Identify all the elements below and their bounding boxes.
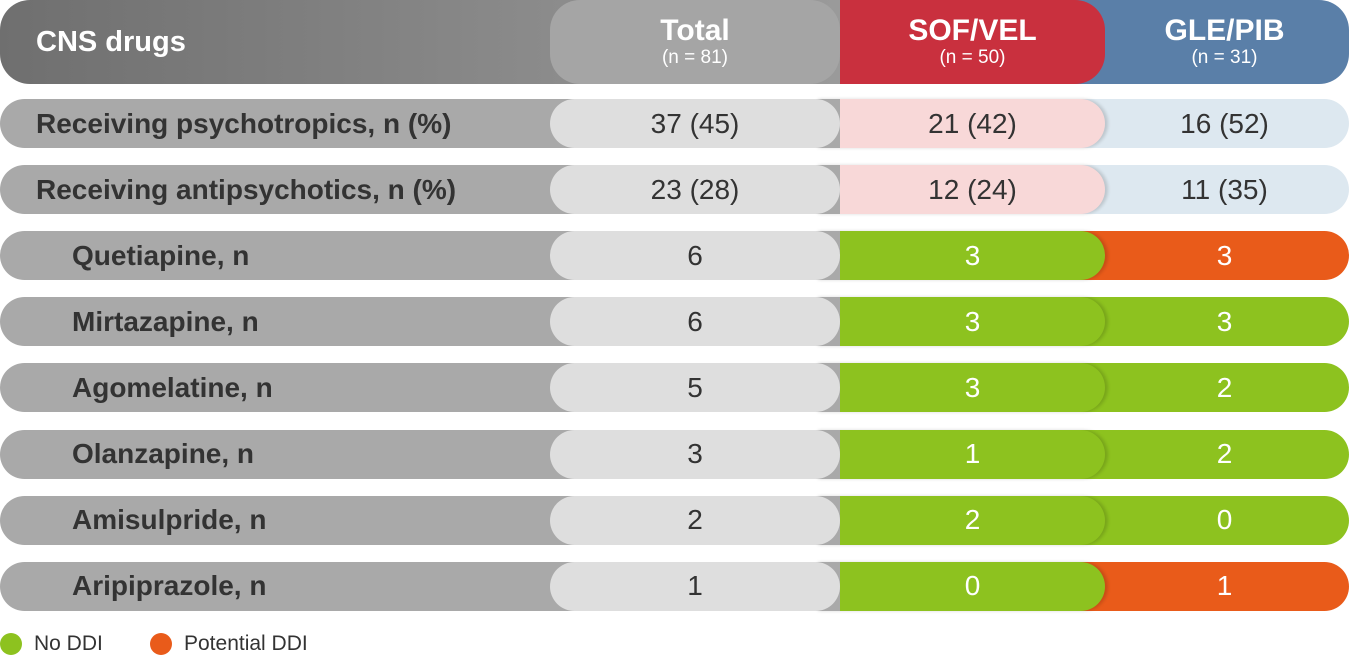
cell-text: 2 bbox=[1216, 438, 1233, 469]
row-label: Receiving antipsychotics, n (%) bbox=[36, 173, 457, 205]
header-cell: GLE/PIB (n = 31) bbox=[1075, 0, 1349, 84]
value-cell: 11 (35) bbox=[1075, 165, 1349, 215]
legend-label: Potential DDI bbox=[184, 632, 308, 655]
value-cell: 16 (52) bbox=[1075, 99, 1349, 148]
row-label: Aripiprazole, n bbox=[72, 570, 267, 602]
cell-text: 1 bbox=[1216, 570, 1233, 602]
cell-text: 1 bbox=[964, 438, 981, 469]
value-cell: 2 bbox=[550, 495, 840, 545]
column-title: GLE/PIB bbox=[1164, 14, 1285, 47]
value-cell: 3 bbox=[1075, 231, 1349, 281]
header-cell: Total (n = 81) bbox=[550, 0, 840, 84]
header-cell: SOF/VEL (n = 50) bbox=[815, 0, 1105, 84]
column-n: (n = 50) bbox=[939, 47, 1006, 68]
cell-text: 23 (28) bbox=[650, 173, 740, 205]
row-label: Quetiapine, n bbox=[72, 239, 250, 271]
column-title: SOF/VEL bbox=[908, 14, 1037, 47]
cell-text: 11 (35) bbox=[1181, 173, 1268, 205]
value-cell: 5 bbox=[550, 363, 840, 413]
value-cell: 1 bbox=[815, 429, 1105, 479]
legend-label: No DDI bbox=[34, 632, 103, 655]
value-cell: 3 bbox=[550, 429, 840, 479]
cell-text: 12 (24) bbox=[928, 173, 1017, 205]
value-cell: 21 (42) bbox=[815, 99, 1105, 148]
cell-text: 3 bbox=[1216, 305, 1233, 337]
cell-text: 21 (42) bbox=[928, 107, 1017, 139]
cell-text: 3 bbox=[964, 305, 981, 337]
value-cell: 37 (45) bbox=[550, 99, 840, 148]
cell-text: 5 bbox=[687, 371, 703, 403]
value-cell: 2 bbox=[815, 495, 1105, 545]
value-cell: 3 bbox=[815, 363, 1105, 413]
value-cell: 3 bbox=[815, 231, 1105, 281]
value-cell: 3 bbox=[1075, 297, 1349, 347]
column-n: (n = 31) bbox=[1191, 47, 1258, 68]
value-cell: 12 (24) bbox=[815, 165, 1105, 215]
value-cell: 2 bbox=[1075, 363, 1349, 413]
cell-text: 3 bbox=[1216, 239, 1233, 271]
legend-item: No DDI bbox=[0, 632, 103, 655]
legend-item: Potential DDI bbox=[150, 632, 308, 655]
value-cell: 0 bbox=[815, 561, 1105, 611]
cell-text: 3 bbox=[687, 438, 703, 469]
value-cell: 1 bbox=[550, 561, 840, 611]
cell-text: 16 (52) bbox=[1180, 107, 1269, 139]
value-cell: 6 bbox=[550, 297, 840, 347]
value-cell: 23 (28) bbox=[550, 165, 840, 215]
cell-text: 3 bbox=[964, 239, 981, 271]
value-cell: 1 bbox=[1075, 561, 1349, 611]
cell-text: 0 bbox=[964, 570, 981, 602]
value-cell: 6 bbox=[550, 231, 840, 281]
row-label: Agomelatine, n bbox=[72, 371, 273, 403]
row-label: Receiving psychotropics, n (%) bbox=[36, 107, 452, 139]
column-title: Total bbox=[660, 14, 730, 47]
row-label: Amisulpride, n bbox=[72, 504, 267, 536]
row-label: Olanzapine, n bbox=[72, 438, 255, 469]
value-cell: 3 bbox=[815, 297, 1105, 347]
legend-dot bbox=[0, 633, 22, 655]
cell-text: 2 bbox=[964, 504, 981, 536]
cell-text: 6 bbox=[687, 239, 703, 271]
cell-text: 0 bbox=[1216, 504, 1233, 536]
cell-text: 37 (45) bbox=[650, 107, 740, 139]
legend-dot bbox=[150, 633, 172, 655]
cell-text: 6 bbox=[687, 305, 703, 337]
value-cell: 0 bbox=[1075, 495, 1349, 545]
column-n: (n = 81) bbox=[661, 47, 728, 68]
value-cell: 2 bbox=[1075, 429, 1349, 479]
cell-text: 3 bbox=[964, 371, 981, 403]
cell-text: 1 bbox=[687, 570, 703, 602]
row-label: Mirtazapine, n bbox=[72, 305, 259, 337]
cell-text: 2 bbox=[687, 504, 703, 536]
table-title: CNS drugs bbox=[36, 26, 186, 58]
cell-text: 2 bbox=[1216, 371, 1233, 403]
